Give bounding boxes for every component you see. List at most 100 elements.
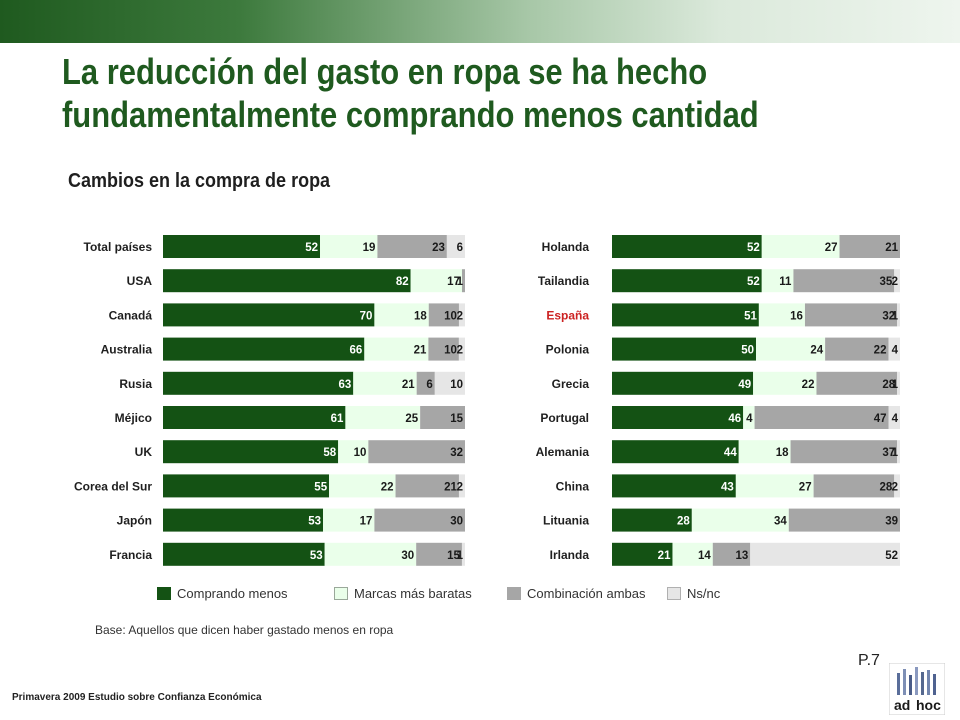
category-label-holanda: Holanda <box>542 240 590 254</box>
data-label-marcas-baratas-irlanda: 14 <box>698 550 711 562</box>
bar-segment-nsnc-total-paises <box>446 235 465 258</box>
bar-segment-marcas-baratas-lituania <box>691 508 789 532</box>
data-label-combinacion-ambas-grecia: 28 <box>882 379 895 391</box>
bar-segment-marcas-baratas-francia <box>324 542 417 566</box>
data-label-combinacion-ambas-portugal: 47 <box>874 413 887 425</box>
bar-segment-comprando-menos-lituania <box>612 508 692 532</box>
data-label-nsnc-total-paises: 6 <box>457 242 463 254</box>
data-label-comprando-menos-tailandia: 52 <box>747 276 760 288</box>
data-label-comprando-menos-francia: 53 <box>310 550 323 562</box>
data-label-marcas-baratas-portugal: 4 <box>746 413 753 425</box>
bar-segment-marcas-baratas-alemania <box>738 440 791 464</box>
bar-segment-combinacion-ambas-corea-del-sur <box>395 474 459 498</box>
category-label-rusia: Rusia <box>119 377 152 391</box>
legend-swatch-comprando-menos <box>157 587 171 600</box>
bar-segment-combinacion-ambas-portugal <box>754 406 889 429</box>
legend-label-nsnc: Ns/nc <box>687 586 721 601</box>
data-label-comprando-menos-lituania: 28 <box>677 516 690 528</box>
bar-segment-nsnc-francia <box>461 542 465 566</box>
data-label-marcas-baratas-espana: 16 <box>790 310 803 322</box>
data-label-nsnc-portugal: 4 <box>892 413 899 425</box>
data-label-marcas-baratas-polonia: 24 <box>810 345 823 357</box>
data-label-marcas-baratas-japon: 17 <box>360 516 373 528</box>
bar-segment-combinacion-ambas-rusia <box>416 371 435 395</box>
category-label-total-paises: Total países <box>84 240 153 254</box>
bar-segment-combinacion-ambas-holanda <box>839 235 900 258</box>
data-label-comprando-menos-rusia: 63 <box>338 379 351 391</box>
data-label-marcas-baratas-australia: 21 <box>414 345 427 357</box>
data-label-comprando-menos-holanda: 52 <box>747 242 760 254</box>
data-label-comprando-menos-china: 43 <box>721 481 734 493</box>
legend-item-combinacion-ambas: Combinación ambas <box>507 586 646 601</box>
bar-segment-comprando-menos-australia <box>163 337 365 361</box>
data-label-marcas-baratas-rusia: 21 <box>402 379 415 391</box>
legend-item-nsnc: Ns/nc <box>667 586 720 601</box>
legend-swatch-nsnc <box>667 587 681 600</box>
bar-segment-combinacion-ambas-irlanda <box>712 542 751 566</box>
bar-segment-comprando-menos-rusia <box>163 371 354 395</box>
data-label-combinacion-ambas-lituania: 39 <box>885 516 898 528</box>
data-label-marcas-baratas-china: 27 <box>799 481 812 493</box>
category-label-francia: Francia <box>109 548 152 562</box>
bar-segment-nsnc-portugal <box>888 406 900 429</box>
bar-segment-marcas-baratas-canada <box>374 303 429 327</box>
data-label-combinacion-ambas-japon: 30 <box>450 516 463 528</box>
data-label-comprando-menos-corea-del-sur: 55 <box>314 481 327 493</box>
bar-segment-nsnc-alemania <box>897 440 900 464</box>
bar-segment-marcas-baratas-total-paises <box>320 235 378 258</box>
bar-segment-combinacion-ambas-australia <box>428 337 459 361</box>
bar-segment-comprando-menos-canada <box>163 303 375 327</box>
bar-segment-combinacion-ambas-francia <box>416 542 462 566</box>
legend-label-comprando-menos: Comprando menos <box>177 586 288 601</box>
data-label-comprando-menos-grecia: 49 <box>738 379 751 391</box>
bar-segment-combinacion-ambas-espana <box>804 303 898 327</box>
page-title: La reducción del gasto en ropa se ha hec… <box>62 50 802 136</box>
bar-segment-combinacion-ambas-grecia <box>816 371 898 395</box>
bar-segment-combinacion-ambas-tailandia <box>793 269 895 293</box>
bar-segment-marcas-baratas-polonia <box>756 337 826 361</box>
category-label-japon: Japón <box>117 514 152 528</box>
data-label-combinacion-ambas-canada: 10 <box>444 310 457 322</box>
bar-segment-comprando-menos-usa <box>163 269 411 293</box>
bar-segment-comprando-menos-mejico <box>163 406 346 429</box>
category-label-usa: USA <box>127 274 153 288</box>
bar-segment-combinacion-ambas-lituania <box>788 508 900 532</box>
data-label-marcas-baratas-mejico: 25 <box>405 413 418 425</box>
bar-segment-comprando-menos-francia <box>163 542 325 566</box>
data-label-combinacion-ambas-australia: 10 <box>444 345 457 357</box>
bar-segment-nsnc-australia <box>458 337 465 361</box>
data-label-nsnc-australia: 2 <box>457 345 463 357</box>
data-label-comprando-menos-polonia: 50 <box>741 345 754 357</box>
data-label-combinacion-ambas-polonia: 22 <box>874 345 887 357</box>
adhoc-logo: ad hoc <box>889 663 945 715</box>
data-label-combinacion-ambas-holanda: 21 <box>885 242 898 254</box>
category-label-polonia: Polonia <box>546 343 590 357</box>
logo-text-hoc: hoc <box>916 697 941 713</box>
bar-segment-marcas-baratas-china <box>735 474 814 498</box>
bar-segment-nsnc-grecia <box>897 371 900 395</box>
bar-segment-marcas-baratas-usa <box>410 269 462 293</box>
bar-segment-combinacion-ambas-polonia <box>825 337 889 361</box>
bar-segment-nsnc-polonia <box>888 337 900 361</box>
bar-segment-nsnc-corea-del-sur <box>458 474 465 498</box>
bar-segment-nsnc-tailandia <box>894 269 900 293</box>
data-label-nsnc-polonia: 4 <box>892 345 899 357</box>
bar-segment-marcas-baratas-tailandia <box>761 269 794 293</box>
bar-segment-combinacion-ambas-mejico <box>420 406 465 429</box>
data-label-comprando-menos-irlanda: 21 <box>658 550 671 562</box>
title-line-1: La reducción del gasto en ropa se ha hec… <box>62 51 708 92</box>
data-label-marcas-baratas-tailandia: 11 <box>779 276 792 288</box>
data-label-marcas-baratas-francia: 30 <box>401 550 414 562</box>
bar-segment-nsnc-china <box>894 474 900 498</box>
bar-segment-marcas-baratas-mejico <box>345 406 421 429</box>
data-label-marcas-baratas-lituania: 34 <box>774 516 787 528</box>
bar-segment-marcas-baratas-holanda <box>761 235 840 258</box>
bar-segment-marcas-baratas-rusia <box>353 371 417 395</box>
data-label-combinacion-ambas-irlanda: 13 <box>735 550 748 562</box>
data-label-combinacion-ambas-mejico: 15 <box>450 413 463 425</box>
data-label-comprando-menos-canada: 70 <box>360 310 373 322</box>
category-label-portugal: Portugal <box>540 411 589 425</box>
bar-segment-combinacion-ambas-japon <box>374 508 465 532</box>
data-label-combinacion-ambas-uk: 32 <box>450 447 463 459</box>
bar-segment-comprando-menos-uk <box>163 440 339 464</box>
